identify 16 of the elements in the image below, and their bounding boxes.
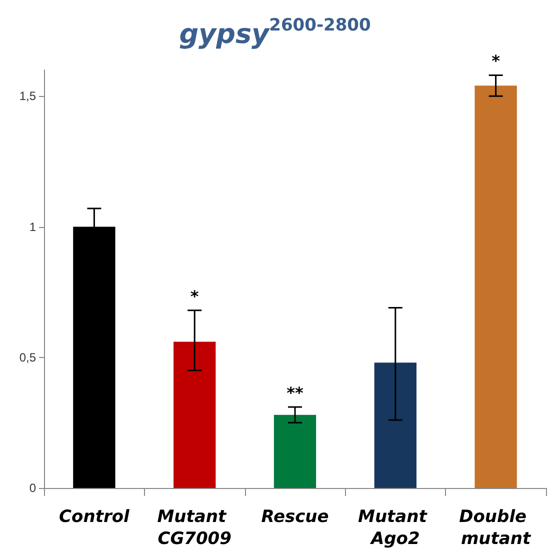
y-tick-label: 0 bbox=[29, 481, 36, 495]
x-tick-label: Rescue bbox=[261, 507, 329, 527]
x-tick-label: Mutant Ago2 bbox=[358, 507, 433, 549]
x-tick-label: Mutant CG7009 bbox=[157, 507, 232, 549]
bar bbox=[474, 86, 517, 488]
annotation: * bbox=[190, 286, 200, 306]
annotation: ** bbox=[286, 384, 304, 403]
y-tick-label: 1,5 bbox=[19, 89, 36, 104]
annotation: * bbox=[492, 52, 501, 71]
bar bbox=[374, 362, 416, 488]
x-tick-label: Double mutant bbox=[459, 507, 532, 549]
y-tick-label: 1 bbox=[29, 220, 36, 234]
y-tick-label: 0,5 bbox=[19, 350, 36, 364]
bar bbox=[274, 414, 316, 488]
x-tick-label: Control bbox=[59, 507, 131, 527]
bar bbox=[174, 342, 216, 488]
